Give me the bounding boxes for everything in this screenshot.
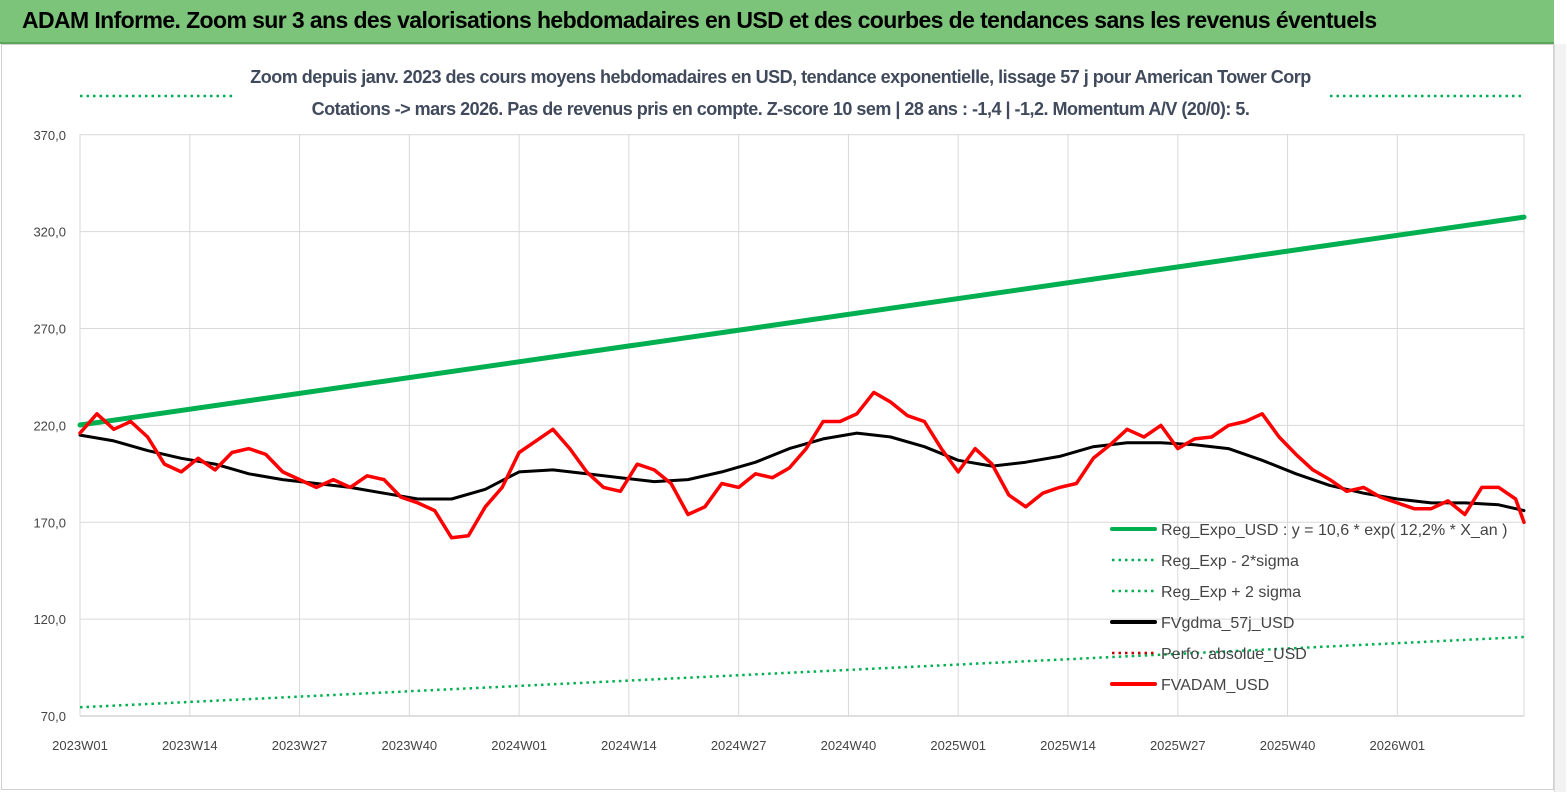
y-tick-label: 270,0 xyxy=(33,322,66,337)
x-tick-label: 2024W01 xyxy=(491,738,547,753)
y-tick-label: 120,0 xyxy=(33,612,66,627)
legend-label: Perfo. absolue_USD xyxy=(1161,646,1307,663)
legend: Reg_Expo_USD : y = 10,6 * exp( 12,2% * X… xyxy=(1110,522,1507,694)
x-tick-label: 2024W14 xyxy=(601,738,657,753)
grid-lines xyxy=(79,134,1525,717)
x-tick-label: 2023W40 xyxy=(382,738,438,753)
header-banner: ADAM Informe. Zoom sur 3 ans des valoris… xyxy=(0,0,1554,44)
x-tick-label: 2025W27 xyxy=(1150,738,1206,753)
series-line xyxy=(78,431,1526,513)
x-tick-labels: 2023W01 2023W14 2023W27 2023W40 2024W01 2024W… xyxy=(52,738,1425,753)
y-tick-label: 170,0 xyxy=(33,515,66,530)
legend-label: Reg_Expo_USD : y = 10,6 * exp( 12,2% * X… xyxy=(1161,522,1507,539)
x-tick-label: 2025W14 xyxy=(1040,738,1096,753)
page-title: ADAM Informe. Zoom sur 3 ans des valoris… xyxy=(22,7,1377,33)
series-line xyxy=(79,635,1525,709)
x-tick-label: 2025W01 xyxy=(930,738,986,753)
x-tick-label: 2026W01 xyxy=(1370,738,1426,753)
series-line xyxy=(77,214,1527,428)
y-tick-label: 320,0 xyxy=(33,225,66,240)
chart-frame xyxy=(1,44,1554,790)
x-tick-label: 2023W01 xyxy=(52,738,108,753)
series-line xyxy=(78,390,1526,540)
y-tick-label: 220,0 xyxy=(33,418,66,433)
x-tick-label: 2024W40 xyxy=(821,738,877,753)
window-edge xyxy=(1554,44,1566,792)
chart-title: Zoom depuis janv. 2023 des cours moyens … xyxy=(250,67,1311,87)
x-tick-label: 2023W27 xyxy=(272,738,328,753)
legend-label: FVADAM_USD xyxy=(1161,677,1269,694)
y-tick-label: 70,0 xyxy=(41,709,66,724)
x-tick-label: 2025W40 xyxy=(1260,738,1316,753)
legend-label: Reg_Exp + 2 sigma xyxy=(1161,584,1301,601)
x-tick-label: 2023W14 xyxy=(162,738,218,753)
series-lines xyxy=(77,94,1527,709)
y-tick-labels: 70,0 120,0 170,0 220,0 270,0 320,0 370,0 xyxy=(33,128,66,724)
legend-label: FVgdma_57j_USD xyxy=(1161,615,1294,632)
chart-subtitle: Cotations -> mars 2026. Pas de revenus p… xyxy=(311,99,1250,119)
y-tick-label: 370,0 xyxy=(33,128,66,143)
x-tick-label: 2024W27 xyxy=(711,738,767,753)
legend-label: Reg_Exp - 2*sigma xyxy=(1161,553,1299,570)
